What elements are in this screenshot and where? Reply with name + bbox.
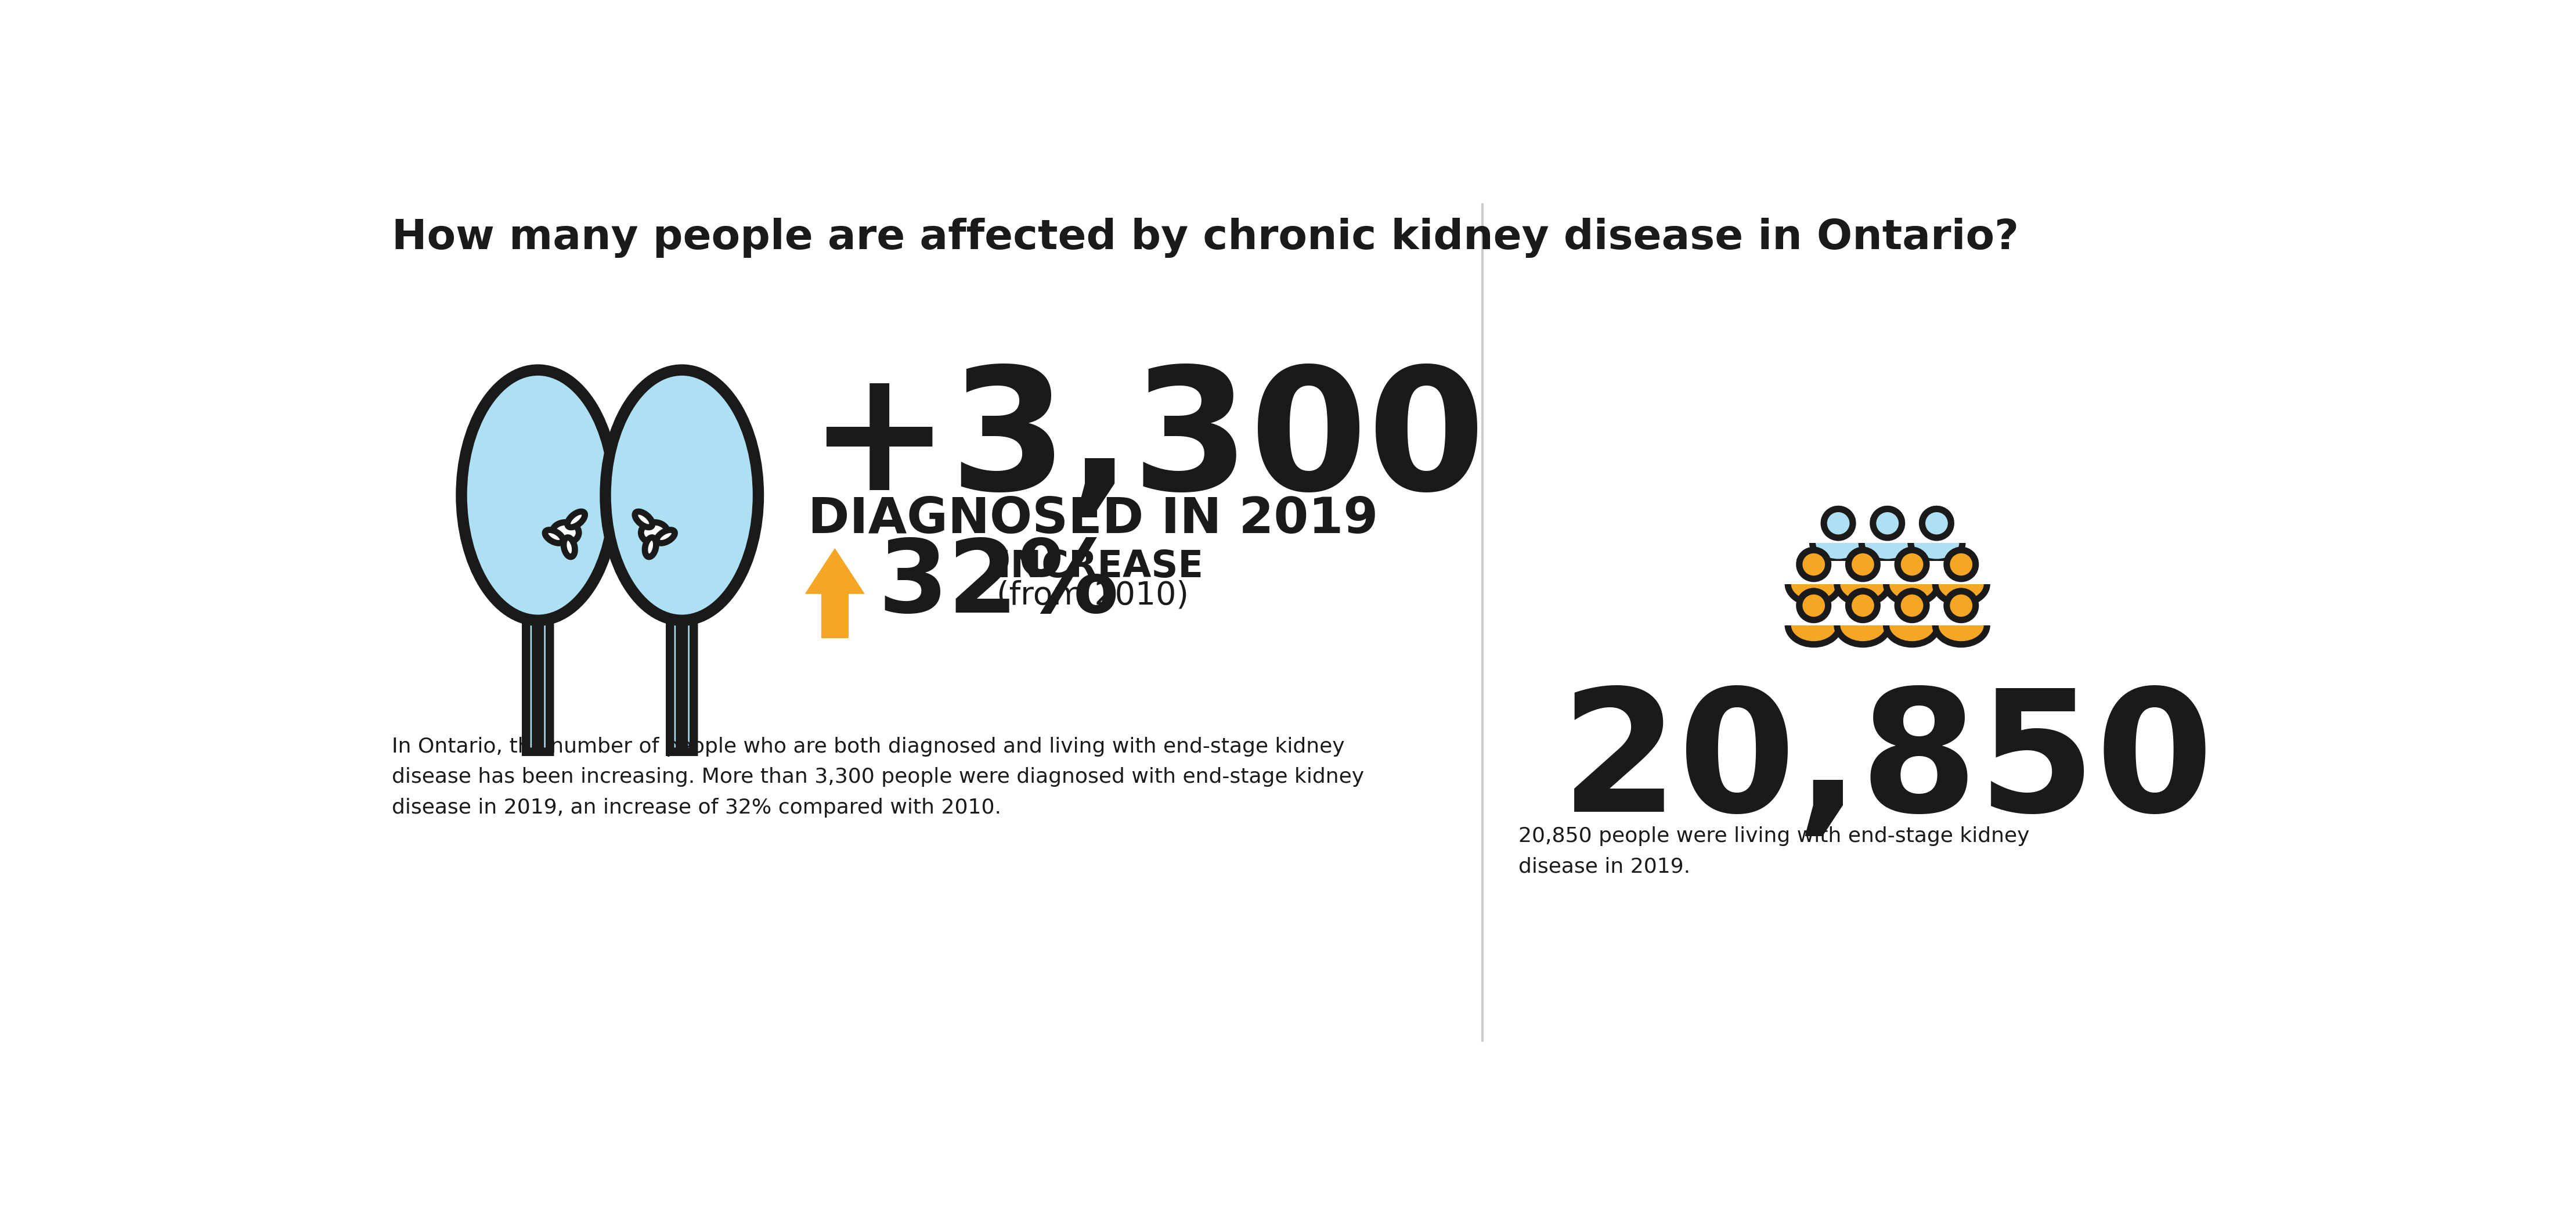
Ellipse shape xyxy=(1798,592,1829,620)
Text: INCREASE: INCREASE xyxy=(997,549,1203,584)
Ellipse shape xyxy=(567,511,585,527)
Bar xyxy=(1932,561,1991,584)
Ellipse shape xyxy=(1850,550,1878,578)
Ellipse shape xyxy=(634,511,652,527)
Ellipse shape xyxy=(1814,523,1865,562)
Ellipse shape xyxy=(1837,565,1888,603)
Ellipse shape xyxy=(1862,523,1914,562)
Ellipse shape xyxy=(1935,606,1986,644)
Ellipse shape xyxy=(546,529,564,543)
Ellipse shape xyxy=(1947,592,1976,620)
Ellipse shape xyxy=(644,538,657,556)
Ellipse shape xyxy=(1850,592,1878,620)
Ellipse shape xyxy=(1788,606,1839,644)
Ellipse shape xyxy=(1788,565,1839,603)
Ellipse shape xyxy=(1935,565,1986,603)
Text: (from 2010): (from 2010) xyxy=(997,579,1190,611)
Ellipse shape xyxy=(605,370,757,620)
Ellipse shape xyxy=(657,529,675,543)
Ellipse shape xyxy=(1899,592,1927,620)
Ellipse shape xyxy=(1899,550,1927,578)
Ellipse shape xyxy=(461,370,616,620)
Ellipse shape xyxy=(1911,523,1963,562)
Ellipse shape xyxy=(1824,509,1852,538)
Ellipse shape xyxy=(1947,550,1976,578)
Ellipse shape xyxy=(1922,509,1950,538)
Polygon shape xyxy=(806,549,863,593)
Ellipse shape xyxy=(1798,550,1829,578)
Ellipse shape xyxy=(1886,565,1937,603)
Text: DIAGNOSED IN 2019: DIAGNOSED IN 2019 xyxy=(809,495,1378,543)
Ellipse shape xyxy=(1873,509,1901,538)
FancyBboxPatch shape xyxy=(526,614,536,752)
Bar xyxy=(1857,520,1917,543)
Ellipse shape xyxy=(1798,592,1829,620)
FancyBboxPatch shape xyxy=(822,593,848,638)
Ellipse shape xyxy=(1798,550,1829,578)
Ellipse shape xyxy=(1947,592,1976,620)
Ellipse shape xyxy=(564,538,574,556)
Text: In Ontario, the number of people who are both diagnosed and living with end-stag: In Ontario, the number of people who are… xyxy=(392,737,1365,817)
Ellipse shape xyxy=(1850,592,1878,620)
Ellipse shape xyxy=(1899,592,1927,620)
FancyBboxPatch shape xyxy=(670,614,680,752)
Bar xyxy=(1883,603,1942,625)
Text: How many people are affected by chronic kidney disease in Ontario?: How many people are affected by chronic … xyxy=(392,218,2020,257)
Bar xyxy=(1883,561,1942,584)
Bar xyxy=(1906,520,1965,543)
Ellipse shape xyxy=(1873,509,1901,538)
Bar xyxy=(1785,561,1844,584)
Ellipse shape xyxy=(1850,550,1878,578)
Ellipse shape xyxy=(1922,509,1950,538)
Ellipse shape xyxy=(1837,606,1888,644)
FancyBboxPatch shape xyxy=(541,614,549,752)
Bar xyxy=(1785,603,1844,625)
Text: 32%: 32% xyxy=(878,536,1118,633)
Bar xyxy=(1834,603,1893,625)
Ellipse shape xyxy=(1824,509,1852,538)
Text: 20,850 people were living with end-stage kidney
disease in 2019.: 20,850 people were living with end-stage… xyxy=(1520,826,2030,876)
Bar xyxy=(1932,603,1991,625)
FancyBboxPatch shape xyxy=(683,614,693,752)
Ellipse shape xyxy=(1886,606,1937,644)
Bar xyxy=(1834,561,1893,584)
Text: +3,300: +3,300 xyxy=(809,361,1486,526)
Ellipse shape xyxy=(1947,550,1976,578)
Ellipse shape xyxy=(641,522,667,543)
Bar xyxy=(1808,520,1868,543)
Ellipse shape xyxy=(1899,550,1927,578)
Text: 20,850: 20,850 xyxy=(1561,683,2215,847)
Ellipse shape xyxy=(551,522,580,543)
